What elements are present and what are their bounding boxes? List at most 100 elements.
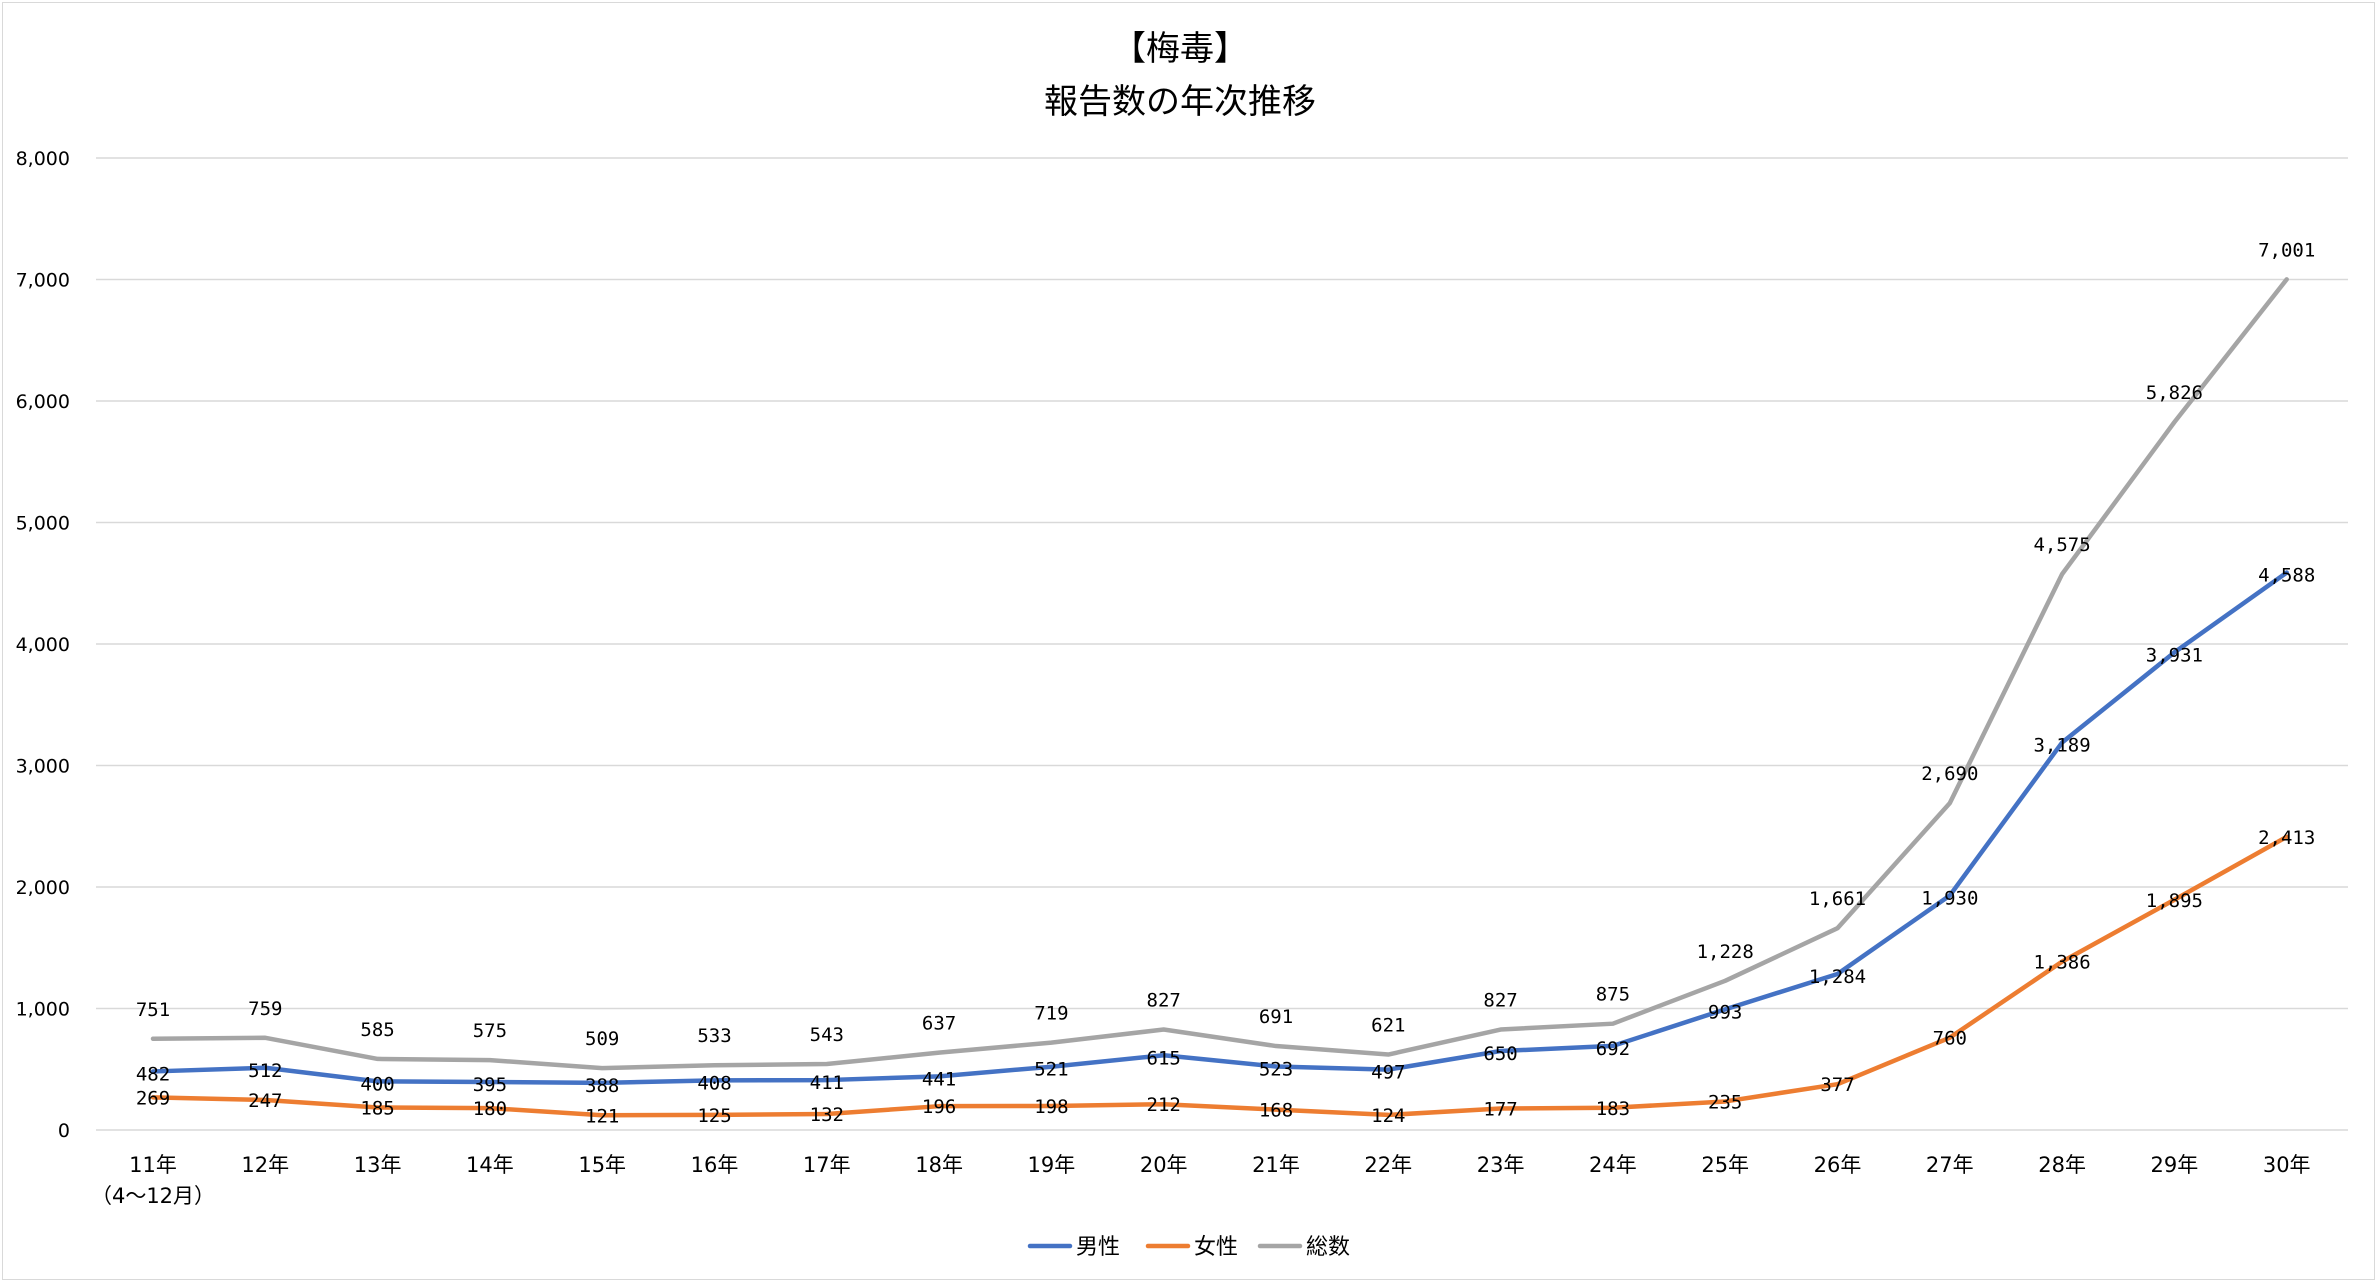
y-tick-label: 7,000 xyxy=(16,270,70,292)
data-label: 759 xyxy=(248,998,282,1020)
data-label: 993 xyxy=(1708,1001,1742,1023)
data-label: 185 xyxy=(360,1098,394,1120)
x-tick-label: 28年 xyxy=(2038,1153,2086,1177)
data-label: 621 xyxy=(1371,1015,1405,1037)
x-tick-label: 17年 xyxy=(803,1153,851,1177)
x-tick-label: 19年 xyxy=(1028,1153,1076,1177)
data-label: 177 xyxy=(1483,1098,1517,1120)
y-tick-label: 8,000 xyxy=(16,148,70,170)
x-tick-label: 22年 xyxy=(1364,1153,1412,1177)
data-label: 585 xyxy=(360,1019,394,1041)
legend: 男性 女性 総数 xyxy=(1027,1235,1350,1260)
y-axis-ticks: 0 1,000 2,000 3,000 4,000 5,000 6,000 7,000 8,00… xyxy=(16,148,70,1142)
x-axis-ticks: 11年 12年 13年 14年 15年 16年 17年 18年 19年 20年 21年 22年 23年 2… xyxy=(129,1153,2310,1177)
x-tick-label: 16年 xyxy=(691,1153,739,1177)
y-tick-label: 2,000 xyxy=(16,877,70,899)
data-label: 269 xyxy=(136,1087,170,1109)
data-label: 1,895 xyxy=(2146,890,2203,912)
x-tick-label: 23年 xyxy=(1477,1153,1525,1177)
y-tick-label: 3,000 xyxy=(16,756,70,778)
data-label: 408 xyxy=(697,1072,731,1094)
x-tick-label: 30年 xyxy=(2263,1153,2311,1177)
data-label: 650 xyxy=(1483,1043,1517,1065)
data-label: 760 xyxy=(1933,1028,1967,1050)
data-label: 827 xyxy=(1483,990,1517,1012)
data-label: 121 xyxy=(585,1105,619,1127)
data-label: 388 xyxy=(585,1075,619,1097)
data-label: 180 xyxy=(473,1098,507,1120)
data-label: 168 xyxy=(1259,1100,1293,1122)
data-label: 377 xyxy=(1820,1074,1854,1096)
data-label: 512 xyxy=(248,1060,282,1082)
x-axis-category-note: （4～12月） xyxy=(91,1184,215,1208)
data-label: 615 xyxy=(1147,1047,1181,1069)
data-label: 482 xyxy=(136,1063,170,1085)
x-tick-label: 29年 xyxy=(2151,1153,2199,1177)
data-label: 2,413 xyxy=(2258,827,2315,849)
x-tick-label: 15年 xyxy=(578,1153,626,1177)
y-tick-label: 4,000 xyxy=(16,634,70,656)
data-label: 441 xyxy=(922,1068,956,1090)
data-labels: 751 759 585 575 509 533 543 637 719 827 691 621 827 8… xyxy=(136,239,2315,1127)
data-label: 198 xyxy=(1034,1096,1068,1118)
legend-label: 総数 xyxy=(1306,1235,1350,1260)
data-label: 196 xyxy=(922,1096,956,1118)
data-label: 575 xyxy=(473,1020,507,1042)
data-label: 543 xyxy=(810,1024,844,1046)
y-tick-label: 0 xyxy=(58,1120,70,1142)
data-label: 637 xyxy=(922,1013,956,1035)
data-label: 395 xyxy=(473,1074,507,1096)
x-tick-label: 18年 xyxy=(915,1153,963,1177)
x-tick-label: 20年 xyxy=(1140,1153,1188,1177)
data-label: 212 xyxy=(1147,1094,1181,1116)
x-tick-label: 21年 xyxy=(1252,1153,1300,1177)
data-label: 183 xyxy=(1596,1098,1630,1120)
y-tick-label: 5,000 xyxy=(16,513,70,535)
data-label: 719 xyxy=(1034,1003,1068,1025)
data-label: 497 xyxy=(1371,1062,1405,1084)
x-tick-label: 24年 xyxy=(1589,1153,1637,1177)
data-label: 247 xyxy=(248,1090,282,1112)
data-label: 5,826 xyxy=(2146,382,2203,404)
chart-title: 【梅毒】 xyxy=(1112,29,1248,69)
data-label: 875 xyxy=(1596,984,1630,1006)
data-label: 509 xyxy=(585,1028,619,1050)
data-label: 1,284 xyxy=(1809,966,1866,988)
data-label: 235 xyxy=(1708,1091,1742,1113)
series-line xyxy=(150,834,2289,1118)
y-tick-label: 1,000 xyxy=(16,999,70,1021)
data-label: 691 xyxy=(1259,1006,1293,1028)
x-tick-label: 12年 xyxy=(241,1153,289,1177)
gridlines xyxy=(96,157,2348,1131)
series-line xyxy=(150,570,2289,1086)
data-label: 400 xyxy=(360,1073,394,1095)
data-label: 827 xyxy=(1147,990,1181,1012)
legend-label: 女性 xyxy=(1194,1235,1238,1260)
data-label: 1,386 xyxy=(2033,952,2090,974)
data-label: 523 xyxy=(1259,1058,1293,1080)
x-tick-label: 27年 xyxy=(1926,1153,1974,1177)
data-label: 124 xyxy=(1371,1105,1405,1127)
data-label: 7,001 xyxy=(2258,239,2315,261)
x-tick-label: 26年 xyxy=(1814,1153,1862,1177)
x-tick-label: 25年 xyxy=(1701,1153,1749,1177)
data-label: 4,575 xyxy=(2033,534,2090,556)
y-tick-label: 6,000 xyxy=(16,391,70,413)
data-label: 692 xyxy=(1596,1038,1630,1060)
series-lines xyxy=(150,277,2289,1118)
series-line xyxy=(150,277,2289,1071)
data-label: 1,930 xyxy=(1921,888,1978,910)
data-label: 1,228 xyxy=(1697,941,1754,963)
data-label: 2,690 xyxy=(1921,763,1978,785)
data-label: 4,588 xyxy=(2258,565,2315,587)
data-label: 3,931 xyxy=(2146,644,2203,666)
legend-label: 男性 xyxy=(1076,1235,1120,1260)
chart-subtitle: 報告数の年次推移 xyxy=(1044,82,1316,122)
data-label: 1,661 xyxy=(1809,888,1866,910)
data-label: 125 xyxy=(697,1105,731,1127)
x-tick-label: 13年 xyxy=(354,1153,402,1177)
data-label: 521 xyxy=(1034,1059,1068,1081)
data-label: 132 xyxy=(810,1104,844,1126)
